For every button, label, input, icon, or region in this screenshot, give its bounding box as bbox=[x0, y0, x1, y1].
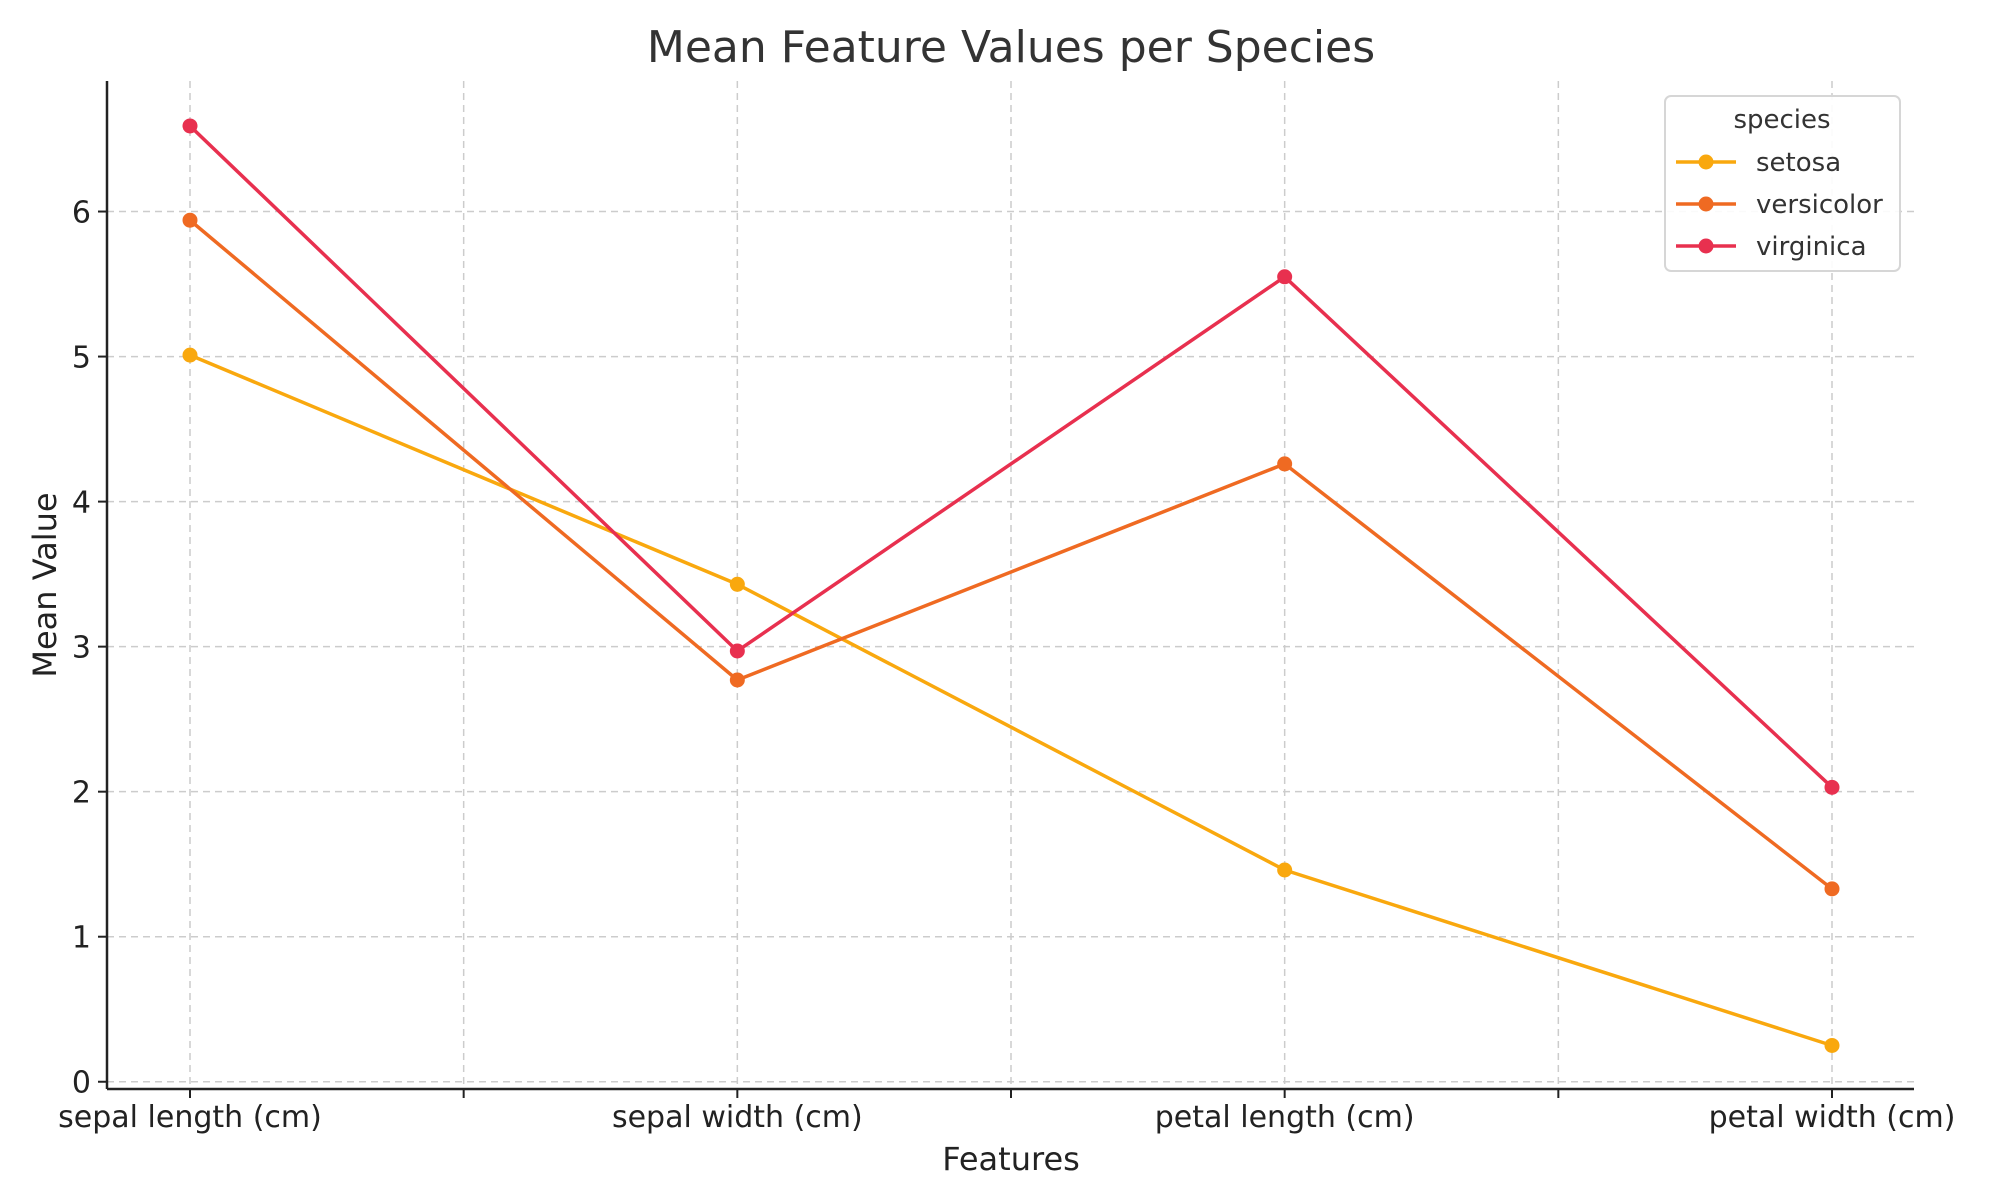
data-point-setosa bbox=[1824, 1037, 1840, 1053]
y-tick-label: 2 bbox=[72, 776, 91, 811]
legend-box bbox=[1664, 95, 1901, 272]
series-line-versicolor bbox=[188, 218, 1834, 891]
data-point-setosa bbox=[1277, 862, 1293, 878]
data-point-versicolor bbox=[729, 672, 745, 688]
x-tick-label: petal length (cm) bbox=[1155, 1100, 1415, 1135]
data-point-versicolor bbox=[1277, 456, 1293, 472]
y-tick-label: 6 bbox=[72, 196, 91, 231]
legend-marker bbox=[1698, 238, 1714, 254]
legend-title: species bbox=[1733, 105, 1830, 135]
data-point-setosa bbox=[182, 347, 198, 363]
legend-label: versicolor bbox=[1756, 190, 1883, 220]
x-axis-label: Features bbox=[942, 1140, 1080, 1178]
series-line-virginica bbox=[188, 124, 1834, 789]
legend-marker bbox=[1698, 196, 1714, 212]
series-virginica bbox=[182, 118, 1840, 795]
y-tick-label: 0 bbox=[72, 1066, 91, 1101]
legend-item-versicolor: versicolor bbox=[1676, 190, 1883, 220]
data-point-setosa bbox=[729, 576, 745, 592]
legend-marker bbox=[1698, 154, 1714, 170]
x-tick-label: sepal length (cm) bbox=[58, 1100, 322, 1135]
data-point-virginica bbox=[182, 118, 198, 134]
grid-lines bbox=[107, 81, 1914, 1089]
legend: species setosa versicolor virginica bbox=[1664, 95, 1901, 272]
legend-item-setosa: setosa bbox=[1676, 148, 1841, 178]
y-tick-label: 4 bbox=[72, 486, 91, 521]
data-point-virginica bbox=[1277, 269, 1293, 285]
series-versicolor bbox=[182, 212, 1840, 897]
legend-label: virginica bbox=[1756, 232, 1867, 262]
data-point-versicolor bbox=[1824, 881, 1840, 897]
legend-item-virginica: virginica bbox=[1676, 232, 1867, 262]
legend-label: setosa bbox=[1756, 148, 1841, 178]
x-tick-label: petal width (cm) bbox=[1709, 1100, 1956, 1135]
x-tick-label: sepal width (cm) bbox=[612, 1100, 863, 1135]
series-lines bbox=[182, 118, 1840, 1053]
series-line-setosa bbox=[189, 353, 1833, 1048]
ticks: 0 1 2 3 4 5 6 sepal length (cm) sepal width (cm)… bbox=[58, 196, 1955, 1135]
data-point-versicolor bbox=[182, 212, 198, 228]
series-setosa bbox=[182, 347, 1840, 1053]
data-point-virginica bbox=[1824, 779, 1840, 795]
y-tick-label: 3 bbox=[72, 631, 91, 666]
y-axis-label: Mean Value bbox=[26, 492, 64, 677]
y-tick-label: 1 bbox=[72, 921, 91, 956]
chart-title: Mean Feature Values per Species bbox=[647, 22, 1375, 73]
legend-items: setosa versicolor virginica bbox=[1676, 148, 1883, 262]
y-tick-label: 5 bbox=[72, 341, 91, 376]
data-point-virginica bbox=[729, 643, 745, 659]
